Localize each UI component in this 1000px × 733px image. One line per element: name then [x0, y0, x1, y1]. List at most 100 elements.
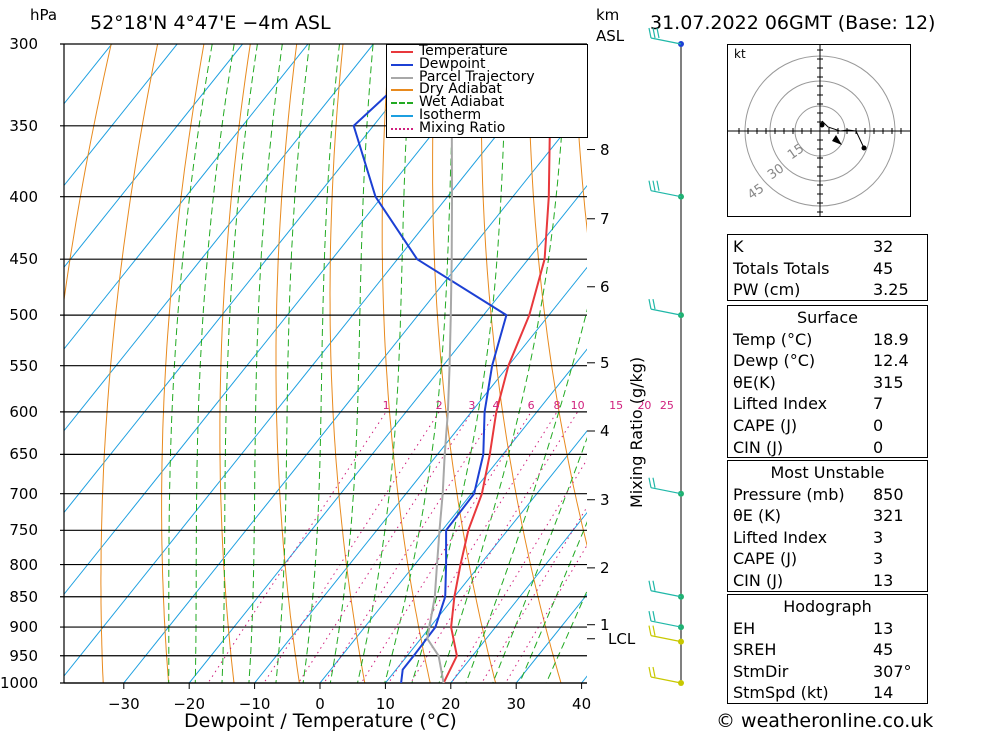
row-value: 307°: [873, 661, 912, 681]
credit-label: © weatheronline.co.uk: [716, 710, 934, 732]
pressure-tick-label: 1000: [0, 674, 39, 692]
dry-adiabat-line: [983, 7, 1000, 709]
height-tick-label: 7: [600, 209, 610, 228]
row-key: PW (cm): [733, 280, 801, 300]
wind-barb-flag: [652, 610, 656, 622]
wind-barb-flag: [648, 610, 652, 622]
pressure-tick-label: 350: [9, 116, 38, 135]
x-tick-label: −30: [107, 695, 140, 713]
pressure-tick-label: 450: [9, 250, 38, 269]
surface-table: Surface Temp (°C) 18.9 Dewp (°C) 12.4 θE(K) 31…: [727, 305, 928, 459]
mixing-ratio-line: [388, 411, 558, 683]
height-tick-label: 3: [600, 490, 610, 509]
wet-adiabat-line: [194, 44, 235, 683]
wind-barb-shaft: [650, 635, 682, 643]
x-tick-label: −20: [173, 695, 206, 713]
hodograph-unit-label: kt: [734, 47, 746, 61]
row-key: CIN (J): [733, 570, 784, 590]
mixing-ratio-label: 2: [436, 399, 443, 412]
wind-barb-flag: [648, 298, 652, 310]
mixing-ratio-axis-label: Mixing Ratio (g/kg): [627, 356, 646, 508]
x-tick-label: 10: [375, 695, 395, 713]
row-key: CIN (J): [733, 437, 784, 457]
legend-item: Wet Adiabat: [387, 95, 587, 109]
wet-adiabat-line: [302, 44, 341, 683]
legend-swatch: [391, 114, 413, 117]
storm-motion-arrow: [832, 135, 842, 145]
isotherm-line: [64, 44, 244, 269]
legend-item: Dry Adiabat: [387, 83, 587, 96]
row-key: CAPE (J): [733, 549, 798, 569]
parcel-trajectory-line: [426, 44, 454, 683]
pressure-tick-label: 500: [9, 306, 38, 325]
wind-barb-shaft: [650, 190, 682, 198]
pressure-tick-label: 600: [9, 402, 38, 421]
dry-adiabat-line: [528, 44, 587, 548]
isotherm-line: [64, 44, 178, 187]
row-value: 7: [873, 394, 884, 414]
row-value: 13: [873, 618, 894, 638]
wind-barb-flag: [656, 27, 660, 39]
wind-barb-flag: [648, 180, 652, 191]
wind-barb-shaft: [650, 676, 682, 684]
mixing-ratio-line: [505, 544, 587, 683]
wind-barb-flag: [648, 625, 652, 636]
table-row: StmSpd (kt) 14: [728, 681, 927, 703]
pressure-tick-label: 900: [9, 618, 38, 637]
height-tick-label: 2: [600, 558, 610, 577]
wind-barb-flag: [648, 477, 652, 488]
legend-item: Temperature: [387, 44, 587, 58]
row-key: θE (K): [733, 506, 781, 526]
wind-barb-shaft: [650, 487, 682, 495]
row-key: Lifted Index: [733, 394, 828, 414]
row-value: 13: [873, 570, 894, 590]
table-row: Pressure (mb) 850: [728, 483, 927, 505]
hodograph-ring-label: 45: [745, 181, 767, 203]
row-value: 14: [873, 683, 894, 703]
wind-barb-flag: [648, 580, 652, 591]
dry-adiabat-line: [574, 44, 587, 234]
hodograph-ring-label: 30: [765, 161, 787, 183]
legend-label: Dry Adiabat: [419, 81, 502, 98]
height-reference-label: ASL: [596, 27, 625, 45]
row-value: 850: [873, 484, 904, 504]
x-tick-label: 20: [441, 695, 461, 713]
pressure-tick-label: 700: [9, 484, 38, 503]
legend-swatch: [391, 127, 413, 130]
table-row: CAPE (J) 0: [728, 414, 927, 436]
indices-table: K 32 Totals Totals 45 PW (cm) 3.25: [727, 234, 928, 301]
wind-barb-shaft: [650, 620, 682, 628]
pressure-tick-label: 650: [9, 445, 38, 464]
row-value: 18.9: [873, 329, 909, 349]
row-value: 45: [873, 640, 894, 660]
location-label: 52°18'N 4°47'E −4m ASL: [90, 12, 331, 34]
table-row: Totals Totals 45: [728, 257, 927, 279]
wet-adiabat-line: [168, 44, 213, 683]
row-key: θE(K): [733, 372, 776, 392]
row-key: StmSpd (kt): [733, 683, 829, 703]
table-title: Most Unstable: [770, 463, 885, 482]
isotherm-line: [319, 348, 587, 683]
pressure-tick-label: 950: [9, 646, 38, 665]
wet-adiabat-line: [384, 44, 457, 683]
temperature-line: [442, 44, 551, 683]
wet-adiabat-line: [356, 44, 413, 683]
row-key: EH: [733, 618, 756, 638]
table-row: Dewp (°C) 12.4: [728, 349, 927, 371]
height-tick-label: LCL: [608, 629, 636, 648]
wind-barb-flag: [652, 27, 656, 39]
row-value: 0: [873, 437, 884, 457]
table-title: Surface: [797, 308, 858, 327]
isotherm-line: [384, 430, 587, 683]
hodograph-panel: kt 15 30 45: [727, 44, 911, 217]
row-key: Dewp (°C): [733, 351, 816, 371]
legend-swatch: [391, 51, 413, 53]
table-row: Lifted Index 7: [728, 392, 927, 414]
table-row: PW (cm) 3.25: [728, 278, 927, 300]
dry-adiabat-line: [219, 44, 251, 683]
dry-adiabat-line: [275, 44, 300, 683]
row-value: 315: [873, 372, 904, 392]
height-tick-label: 5: [600, 353, 610, 372]
wind-barb-flag: [652, 180, 656, 191]
row-key: Pressure (mb): [733, 484, 845, 504]
